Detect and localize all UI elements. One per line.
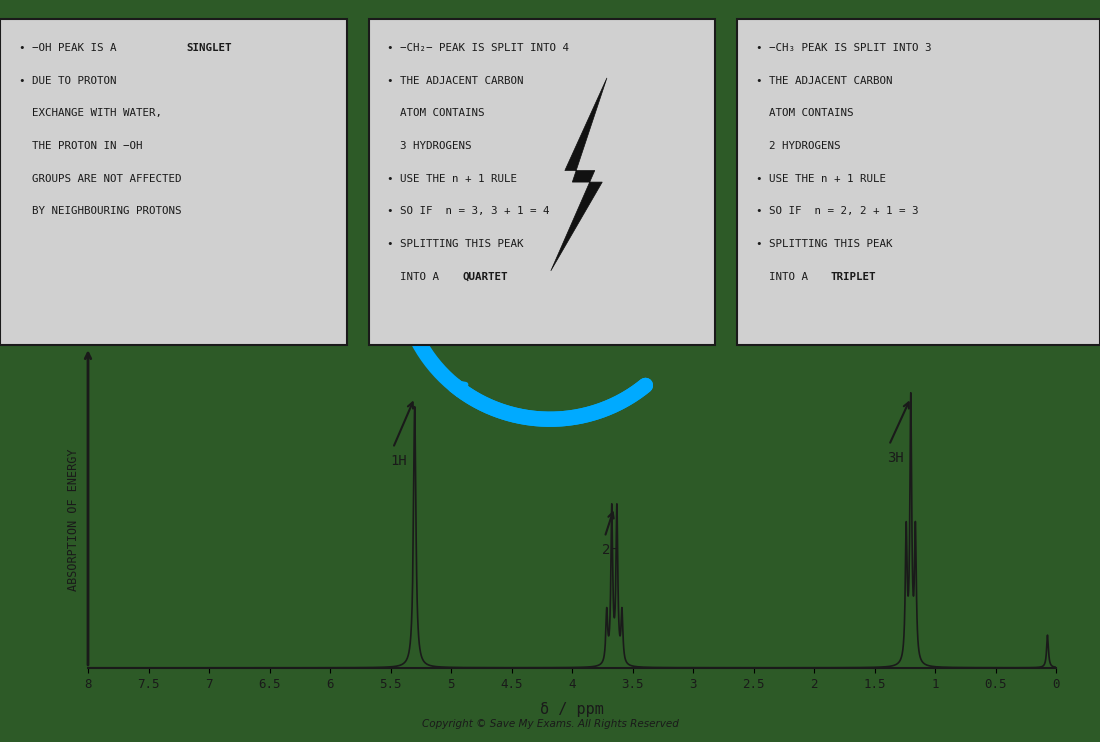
Text: 2 HYDROGENS: 2 HYDROGENS xyxy=(756,141,840,151)
Text: ATOM CONTAINS: ATOM CONTAINS xyxy=(387,108,485,118)
Text: • SO IF  n = 2, 2 + 1 = 3: • SO IF n = 2, 2 + 1 = 3 xyxy=(756,206,918,216)
X-axis label: δ / ppm: δ / ppm xyxy=(540,702,604,717)
Text: INTO A: INTO A xyxy=(387,272,446,281)
Text: • SO IF  n = 3, 3 + 1 = 4: • SO IF n = 3, 3 + 1 = 4 xyxy=(387,206,550,216)
Text: BY NEIGHBOURING PROTONS: BY NEIGHBOURING PROTONS xyxy=(19,206,182,216)
Text: EXCHANGE WITH WATER,: EXCHANGE WITH WATER, xyxy=(19,108,162,118)
Text: • −CH₂− PEAK IS SPLIT INTO 4: • −CH₂− PEAK IS SPLIT INTO 4 xyxy=(387,43,569,53)
Text: • −CH₃ PEAK IS SPLIT INTO 3: • −CH₃ PEAK IS SPLIT INTO 3 xyxy=(756,43,932,53)
Text: SINGLET: SINGLET xyxy=(186,43,231,53)
Text: Copyright © Save My Exams. All Rights Reserved: Copyright © Save My Exams. All Rights Re… xyxy=(421,719,679,729)
Text: • DUE TO PROTON: • DUE TO PROTON xyxy=(19,76,117,85)
Text: THE PROTON IN −OH: THE PROTON IN −OH xyxy=(19,141,142,151)
Text: GROUPS ARE NOT AFFECTED: GROUPS ARE NOT AFFECTED xyxy=(19,174,182,183)
Text: • SPLITTING THIS PEAK: • SPLITTING THIS PEAK xyxy=(387,239,524,249)
Text: • SPLITTING THIS PEAK: • SPLITTING THIS PEAK xyxy=(756,239,892,249)
Text: 3H: 3H xyxy=(887,451,903,465)
Text: • THE ADJACENT CARBON: • THE ADJACENT CARBON xyxy=(756,76,892,85)
Text: ATOM CONTAINS: ATOM CONTAINS xyxy=(756,108,854,118)
Text: QUARTET: QUARTET xyxy=(462,272,507,281)
Text: • USE THE n + 1 RULE: • USE THE n + 1 RULE xyxy=(387,174,517,183)
Text: • USE THE n + 1 RULE: • USE THE n + 1 RULE xyxy=(756,174,886,183)
Text: • −OH PEAK IS A: • −OH PEAK IS A xyxy=(19,43,123,53)
Text: TRIPLET: TRIPLET xyxy=(830,272,876,281)
Text: 3 HYDROGENS: 3 HYDROGENS xyxy=(387,141,472,151)
Text: 2H: 2H xyxy=(603,543,619,557)
Y-axis label: ABSORPTION OF ENERGY: ABSORPTION OF ENERGY xyxy=(67,448,79,591)
Text: 1H: 1H xyxy=(390,454,407,468)
Text: INTO A: INTO A xyxy=(756,272,814,281)
Text: • THE ADJACENT CARBON: • THE ADJACENT CARBON xyxy=(387,76,524,85)
